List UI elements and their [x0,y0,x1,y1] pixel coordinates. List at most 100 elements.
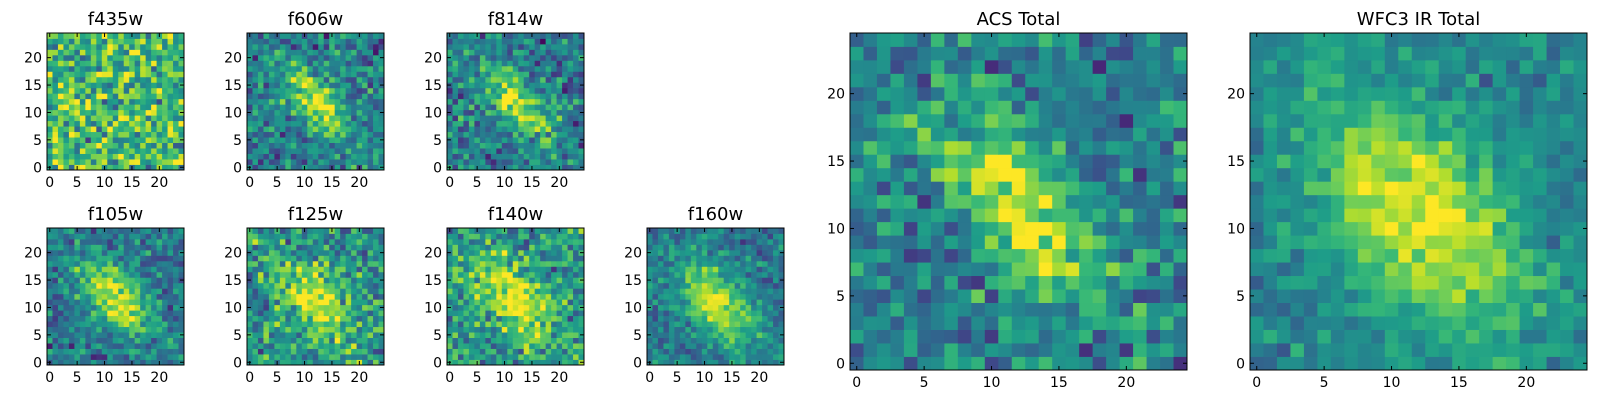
heatmap-cell [545,271,552,278]
heatmap-cell [723,271,730,278]
heatmap-cell [562,65,568,72]
heatmap-cell [329,282,336,289]
heatmap-cell [1038,356,1053,371]
heatmap-cell [129,82,136,89]
heatmap-cell [463,142,470,149]
heatmap-cell [545,348,552,355]
heatmap-cell [556,277,563,284]
heatmap-cell [1025,181,1040,196]
heatmap-cell [1092,248,1107,263]
heatmap-cell [457,321,464,328]
heatmap-cell [68,299,75,306]
heatmap-cell [729,238,736,245]
heatmap-cell [312,255,319,262]
heatmap-cell [334,109,341,116]
heatmap-cell [107,82,114,89]
heatmap-cell [468,153,475,160]
heatmap-cell [778,315,785,322]
heatmap-cell [151,76,157,83]
heatmap-cell [85,255,92,262]
heatmap-cell [573,120,579,127]
heatmap-cell [263,76,270,83]
heatmap-cell [145,65,152,72]
heatmap-cell [679,244,686,251]
heatmap-cell [512,260,519,267]
heatmap-cell [551,49,557,56]
heatmap-cell [279,315,286,322]
heatmap-cell [107,233,114,240]
heatmap-cell [551,282,557,289]
heatmap-cell [323,87,330,94]
heatmap-cell [452,153,459,160]
heatmap-cell [707,321,714,328]
heatmap-cell [971,248,986,263]
heatmap-cell [252,120,259,127]
heatmap-cell [474,326,481,333]
heatmap-cell [263,343,270,349]
heatmap-cell [340,104,347,111]
y-tick-label: 10 [424,105,442,121]
heatmap-cell [268,109,275,116]
heatmap-cell [501,142,508,149]
heatmap-cell [156,120,163,127]
heatmap-cell [917,262,932,277]
heatmap-cell [323,142,330,149]
heatmap-cell [685,304,692,311]
heatmap-cell [930,154,945,169]
heatmap-cell [1119,302,1134,317]
heatmap-cell [301,104,308,111]
heatmap-cell [367,310,374,317]
heatmap-cell [957,248,972,263]
heatmap-cell [57,266,64,273]
heatmap-cell [123,348,130,355]
heatmap-cell [1025,208,1040,223]
heatmap-cell [263,277,270,284]
heatmap-cell [68,271,75,278]
heatmap-cell [903,275,918,290]
heatmap-cell [468,60,475,67]
heatmap-cell [545,288,552,295]
heatmap-cell [1133,275,1147,290]
heatmap-cell [252,260,259,267]
heatmap-cell [257,343,264,349]
heatmap-cell [573,282,579,289]
heatmap-cell [323,65,330,72]
heatmap-cell [512,131,519,138]
heatmap-cell [723,260,730,267]
heatmap-cell [285,282,292,289]
heatmap-cell [373,277,379,284]
heatmap-cell [252,288,259,295]
heatmap-cell [556,332,563,338]
heatmap-cell [285,115,292,122]
heatmap-cell [173,115,179,122]
heatmap-cell [156,244,163,251]
heatmap-cell [63,148,70,154]
heatmap-cell [178,310,185,317]
heatmap-cell [567,277,574,284]
heatmap-cell [378,142,385,149]
heatmap-cell [518,238,525,245]
heatmap-cell [301,337,308,344]
heatmap-cell [162,137,168,143]
heatmap-cell [129,142,136,149]
heatmap-cell [307,159,314,165]
heatmap-cell [52,142,59,149]
heatmap-cell [573,343,579,349]
heatmap-cell [268,49,275,56]
heatmap-cell [151,326,157,333]
heatmap-cell [85,260,92,267]
heatmap-cell [930,289,945,303]
heatmap-cell [134,159,141,165]
heatmap-cell [274,238,281,245]
heatmap-cell [447,238,453,245]
heatmap-cell [523,299,530,306]
heatmap-cell [268,120,275,127]
heatmap-cell [345,153,352,160]
heatmap-cell [156,233,163,240]
panel-title: f105w [88,204,143,225]
heatmap-cell [351,65,357,72]
heatmap-cell [452,293,459,300]
heatmap-cell [118,244,125,251]
heatmap-cell [96,304,103,311]
heatmap-cell [679,326,686,333]
